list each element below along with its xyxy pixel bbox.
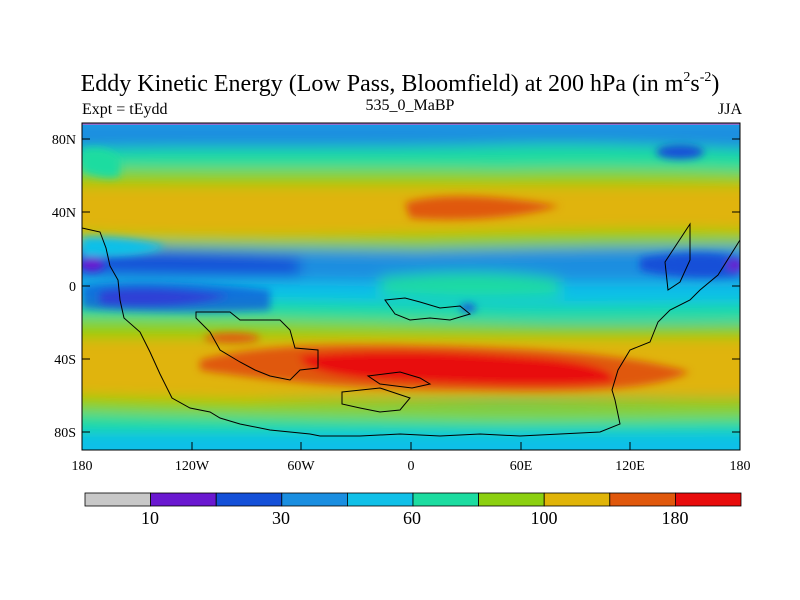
landmass-south-strip (366, 371, 432, 389)
blob-north-orange (405, 196, 560, 220)
blob-east-purple (727, 259, 740, 271)
blob-mid-blue (460, 304, 476, 312)
field-bands (82, 123, 740, 450)
colorbar-box (675, 492, 742, 507)
lat-ticks (82, 138, 740, 433)
blob-purple-west (82, 257, 104, 271)
season-label: JJA (717, 101, 742, 118)
band-north-lime (82, 168, 740, 190)
band-south-green-2 (82, 412, 740, 436)
band-north-lime-2 (82, 229, 740, 250)
title-main: Eddy Kinetic Energy (Low Pass, Bloomfiel… (80, 71, 684, 97)
lat-label-80s: 80S (54, 426, 76, 441)
colorbar-label-10: 10 (141, 508, 159, 528)
blob-south-red (300, 351, 614, 386)
title-close: ) (711, 71, 720, 97)
eke-field (82, 123, 740, 450)
lon-label-180-right: 180 (730, 459, 751, 474)
lon-label-120w: 120W (175, 459, 210, 474)
lon-ticks (191, 442, 631, 450)
colorbar-box (150, 492, 217, 507)
colorbar-label-100: 100 (531, 508, 558, 528)
colorbar-box (412, 492, 479, 507)
colorbar-label-180: 180 (662, 508, 689, 528)
band-tropics-deep (82, 251, 300, 276)
colorbar-box (281, 492, 348, 507)
band-south-polar (82, 432, 740, 450)
continent-outline-center (195, 311, 319, 381)
north-edge-line (82, 123, 740, 125)
band-south-lime-2 (82, 395, 740, 420)
title-sup-m2: 2 (683, 70, 691, 85)
lon-label-120e: 120E (615, 459, 645, 474)
lat-label-80n: 80N (52, 133, 76, 148)
band-eq-green (380, 272, 560, 299)
colorbar-box (215, 492, 283, 507)
colorbar-box (478, 492, 545, 507)
colorbar-box (543, 492, 611, 507)
blob-south-orange-west (204, 333, 260, 343)
title-mid: s (690, 71, 700, 97)
landmass-equatorial (384, 297, 472, 321)
map-title: Eddy Kinetic Energy (Low Pass, Bloomfiel… (0, 70, 800, 98)
blob-south-orange-west2 (204, 357, 236, 373)
lon-label-60e: 60E (510, 459, 533, 474)
lat-label-40s: 40S (54, 353, 76, 368)
landmass-south-small (341, 387, 411, 413)
blob-west-green (82, 148, 120, 178)
colorbar-box (346, 492, 414, 507)
coastlines (81, 222, 741, 437)
lat-label-0: 0 (69, 280, 76, 295)
run-label: 535_0_MaBP (365, 97, 455, 114)
blob-blue-tropic (82, 282, 270, 313)
colorbar (84, 492, 742, 507)
experiment-label: Expt = tEydd (82, 101, 168, 118)
continent-outline-main (81, 227, 741, 437)
colorbar-label-30: 30 (272, 508, 290, 528)
lon-label-0: 0 (408, 459, 415, 474)
field-features (82, 145, 740, 391)
lon-label-60w: 60W (287, 459, 315, 474)
blob-ne-blue (656, 145, 704, 159)
lon-label-180-left: 180 (72, 459, 93, 474)
colorbar-box (84, 492, 151, 507)
title-sup-s2: -2 (699, 70, 712, 85)
landmass-east (664, 222, 691, 291)
colorbar-box (609, 492, 676, 507)
blob-west-cyan (82, 237, 165, 257)
lat-label-40n: 40N (52, 206, 76, 221)
colorbar-label-60: 60 (403, 508, 421, 528)
blob-east-blue (640, 252, 740, 278)
